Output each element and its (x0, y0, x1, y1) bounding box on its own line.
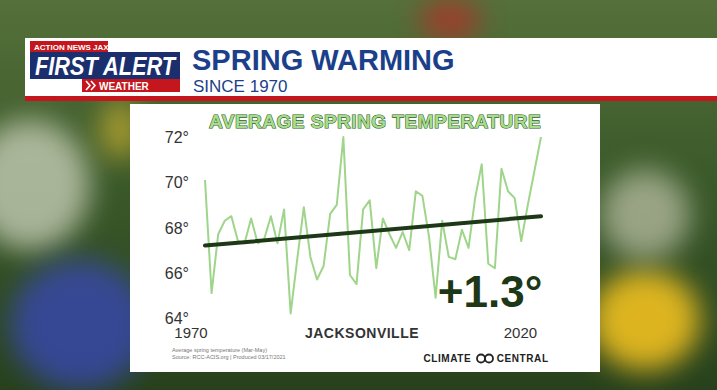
credit-icon (485, 355, 493, 363)
trend-line (205, 216, 541, 245)
x-tick-label: 2020 (504, 324, 537, 341)
header-bar (25, 38, 717, 96)
header-stripe (25, 96, 717, 101)
logo-sub-box (82, 79, 180, 92)
annotation: +1.3° (438, 267, 542, 316)
logo-main: FIRST ALERT (35, 52, 177, 80)
logo-top: ACTION NEWS JAX (34, 43, 109, 52)
y-tick-label: 68° (165, 220, 189, 237)
bg-blob (10, 260, 150, 390)
bg-blob (420, 0, 480, 40)
logo-main-box (30, 52, 180, 79)
x-axis-label: JACKSONVILLE (305, 325, 419, 341)
logo-chevrons (86, 81, 95, 90)
y-tick-label: 72° (165, 129, 189, 146)
bg-blob (600, 170, 690, 260)
credit-text: CLIMATE CENTRAL (423, 353, 548, 364)
stage: ACTION NEWS JAXFIRST ALERTWEATHER SPRING … (0, 0, 717, 390)
y-tick-label: 70° (165, 174, 189, 191)
source-note: Source: RCC-ACIS.org | Produced 03/17/20… (172, 354, 286, 360)
chart-panel (130, 104, 600, 372)
credit-logo: CLIMATE CENTRAL (423, 353, 548, 364)
header-subtitle: SINCE 1970 (193, 77, 288, 96)
chart-title: AVERAGE SPRING TEMPERATURE (209, 111, 541, 132)
y-tick-label: 66° (165, 265, 189, 282)
bg-blob (590, 270, 700, 370)
header-title: SPRING WARMING (192, 44, 455, 76)
source-note: Average spring temperature (Mar-May) (172, 347, 267, 353)
credit-icon (477, 355, 485, 363)
x-tick-label: 1970 (174, 324, 207, 341)
logo-sub: WEATHER (99, 81, 150, 92)
